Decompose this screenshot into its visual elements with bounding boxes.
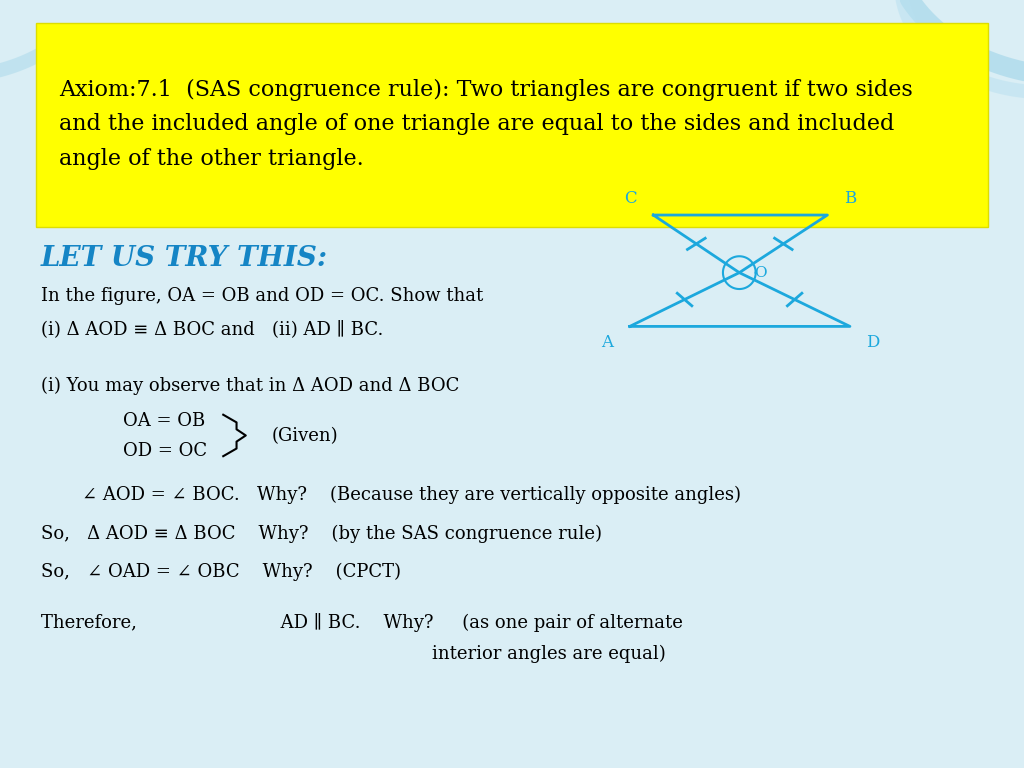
FancyBboxPatch shape <box>36 23 988 227</box>
Text: interior angles are equal): interior angles are equal) <box>41 645 666 664</box>
Text: B: B <box>844 190 856 207</box>
Text: LET US TRY THIS:: LET US TRY THIS: <box>41 244 328 272</box>
Text: Axiom:7.1  (SAS congruence rule): Two triangles are congruent if two sides
and t: Axiom:7.1 (SAS congruence rule): Two tri… <box>59 78 913 170</box>
Text: So,   Δ AOD ≡ Δ BOC    Why?    (by the SAS congruence rule): So, Δ AOD ≡ Δ BOC Why? (by the SAS congr… <box>41 525 602 543</box>
Text: ∠ AOD = ∠ BOC.   Why?    (Because they are vertically opposite angles): ∠ AOD = ∠ BOC. Why? (Because they are ve… <box>82 485 741 504</box>
Text: OA = OB: OA = OB <box>123 412 205 430</box>
Text: Therefore,                         AD ∥ BC.    Why?     (as one pair of alternat: Therefore, AD ∥ BC. Why? (as one pair of… <box>41 613 683 631</box>
Text: (i) You may observe that in Δ AOD and Δ BOC: (i) You may observe that in Δ AOD and Δ … <box>41 376 460 395</box>
Text: D: D <box>866 334 880 351</box>
Text: O: O <box>754 266 766 280</box>
Text: (i) Δ AOD ≡ Δ BOC and   (ii) AD ∥ BC.: (i) Δ AOD ≡ Δ BOC and (ii) AD ∥ BC. <box>41 319 383 338</box>
Text: OD = OC: OD = OC <box>123 442 207 460</box>
Text: A: A <box>601 334 613 351</box>
Text: So,   ∠ OAD = ∠ OBC    Why?    (CPCT): So, ∠ OAD = ∠ OBC Why? (CPCT) <box>41 563 401 581</box>
Text: C: C <box>625 190 637 207</box>
Text: In the figure, OA = OB and OD = OC. Show that: In the figure, OA = OB and OD = OC. Show… <box>41 286 483 305</box>
Text: (Given): (Given) <box>271 427 338 445</box>
